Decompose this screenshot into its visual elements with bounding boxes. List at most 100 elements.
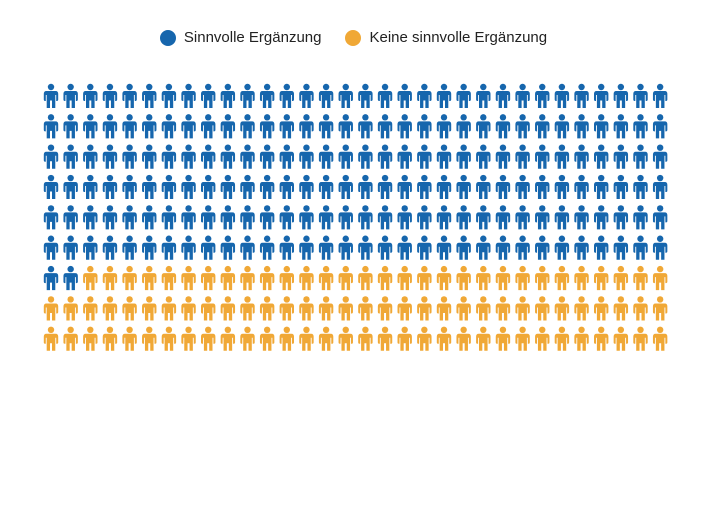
person-icon — [515, 83, 530, 108]
person-icon — [495, 174, 511, 200]
person-icon — [102, 235, 118, 260]
person-icon — [338, 326, 353, 351]
person-icon — [338, 205, 353, 230]
person-icon — [574, 144, 589, 169]
person-icon — [181, 83, 196, 108]
person-icon — [652, 235, 668, 260]
person-icon — [417, 205, 432, 230]
person-icon — [476, 326, 491, 351]
person-icon — [358, 265, 373, 291]
person-icon — [397, 114, 412, 139]
person-icon — [436, 265, 452, 291]
person-icon — [259, 326, 275, 351]
person-icon — [358, 174, 373, 200]
person-icon — [43, 114, 59, 139]
person-icon — [476, 83, 491, 108]
person-icon — [201, 114, 216, 139]
person-icon — [535, 265, 550, 291]
person-icon — [456, 114, 471, 139]
person-icon — [594, 114, 609, 139]
person-icon — [240, 265, 255, 291]
legend-dot-keine-sinnvolle-ergaenzung — [345, 29, 362, 46]
person-icon — [338, 144, 353, 169]
person-icon — [377, 265, 393, 291]
person-icon — [102, 83, 118, 108]
person-icon — [633, 235, 648, 260]
person-icon — [122, 265, 137, 291]
person-icon — [594, 83, 609, 108]
person-icon — [161, 205, 177, 230]
person-icon — [220, 265, 236, 291]
person-icon — [594, 144, 609, 169]
person-icon — [299, 326, 314, 351]
person-icon — [259, 174, 275, 200]
person-icon — [122, 296, 137, 321]
person-icon — [318, 235, 334, 260]
person-icon — [554, 114, 570, 139]
person-icon — [574, 296, 589, 321]
person-icon — [377, 205, 393, 230]
person-icon — [633, 265, 648, 291]
person-icon — [417, 144, 432, 169]
person-icon — [495, 144, 511, 169]
person-icon — [63, 174, 78, 200]
person-icon — [476, 114, 491, 139]
person-icon — [43, 174, 59, 200]
person-icon — [201, 83, 216, 108]
person-icon — [456, 174, 471, 200]
person-icon — [594, 205, 609, 230]
person-icon — [633, 144, 648, 169]
person-icon — [476, 144, 491, 169]
person-icon — [652, 265, 668, 291]
person-icon — [554, 326, 570, 351]
person-icon — [201, 326, 216, 351]
person-icon — [83, 83, 98, 108]
person-icon — [338, 296, 353, 321]
person-icon — [495, 205, 511, 230]
person-icon — [122, 114, 137, 139]
person-icon — [279, 235, 294, 260]
person-icon — [63, 114, 78, 139]
person-icon — [652, 114, 668, 139]
person-icon — [436, 235, 452, 260]
person-icon — [201, 205, 216, 230]
person-icon — [161, 265, 177, 291]
person-icon — [358, 296, 373, 321]
person-icon — [456, 205, 471, 230]
person-icon — [181, 144, 196, 169]
person-icon — [574, 174, 589, 200]
person-icon — [574, 205, 589, 230]
legend-item-keine-sinnvolle-ergaenzung[interactable]: Keine sinnvolle Ergänzung — [345, 29, 547, 46]
person-icon — [515, 144, 530, 169]
person-icon — [515, 296, 530, 321]
person-icon — [574, 235, 589, 260]
person-icon — [259, 144, 275, 169]
person-icon — [476, 235, 491, 260]
person-icon — [633, 296, 648, 321]
person-icon — [259, 83, 275, 108]
person-icon — [633, 114, 648, 139]
person-icon — [318, 144, 334, 169]
person-icon — [417, 114, 432, 139]
person-icon — [535, 114, 550, 139]
person-icon — [181, 326, 196, 351]
person-icon — [259, 114, 275, 139]
person-icon — [535, 144, 550, 169]
person-icon — [240, 114, 255, 139]
person-icon — [377, 174, 393, 200]
person-icon — [377, 326, 393, 351]
person-icon — [456, 265, 471, 291]
person-icon — [240, 326, 255, 351]
legend-item-sinnvolle-ergaenzung[interactable]: Sinnvolle Ergänzung — [159, 29, 321, 46]
person-icon — [201, 265, 216, 291]
person-icon — [279, 83, 294, 108]
person-icon — [83, 144, 98, 169]
person-icon — [240, 235, 255, 260]
person-icon — [43, 144, 59, 169]
person-icon — [220, 83, 236, 108]
person-icon — [476, 265, 491, 291]
person-icon — [318, 114, 334, 139]
person-icon — [417, 235, 432, 260]
person-icon — [161, 144, 177, 169]
person-icon — [535, 235, 550, 260]
